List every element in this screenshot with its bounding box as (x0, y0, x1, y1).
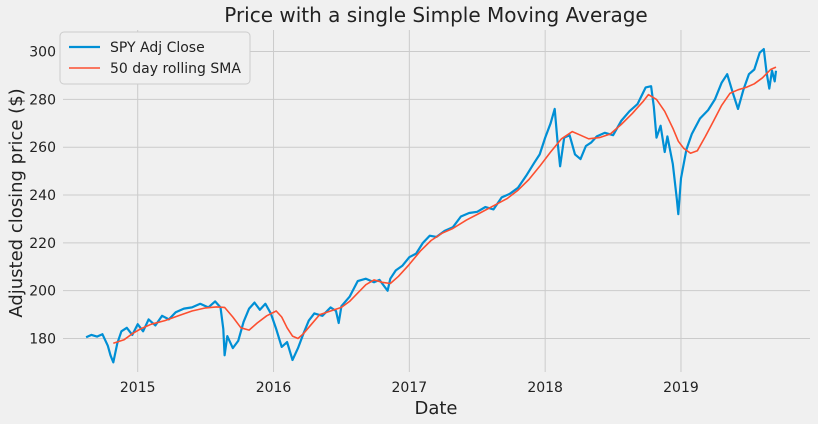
y-tick-label: 240 (29, 188, 56, 204)
y-tick-label: 220 (29, 236, 56, 252)
x-axis-label: Date (414, 398, 457, 419)
ticks: 2015 2016 2017 2018 2019 180 200 220 240 260 280 30… (29, 45, 699, 396)
grid (63, 30, 810, 372)
x-tick-label: 2018 (527, 380, 563, 396)
y-tick-label: 180 (29, 332, 56, 348)
y-tick-label: 200 (29, 284, 56, 300)
x-tick-label: 2019 (663, 380, 699, 396)
legend: SPY Adj Close 50 day rolling SMA (59, 31, 251, 85)
series-line-spy-adj-close (85, 48, 778, 364)
y-tick-label: 260 (29, 140, 56, 156)
x-tick-label: 2015 (120, 380, 156, 396)
x-tick-label: 2016 (256, 380, 292, 396)
legend-box (59, 31, 251, 85)
series-layer (85, 48, 778, 364)
legend-label-spy-adj-close: SPY Adj Close (110, 40, 205, 56)
x-tick-label: 2017 (392, 380, 428, 396)
y-axis-label: Adjusted closing price ($) (6, 88, 27, 317)
legend-label-50-day-sma: 50 day rolling SMA (110, 61, 241, 77)
y-tick-label: 300 (29, 45, 56, 61)
y-tick-label: 280 (29, 92, 56, 108)
chart-title: Price with a single Simple Moving Averag… (224, 3, 648, 27)
series-line-50-day-sma (113, 66, 777, 345)
